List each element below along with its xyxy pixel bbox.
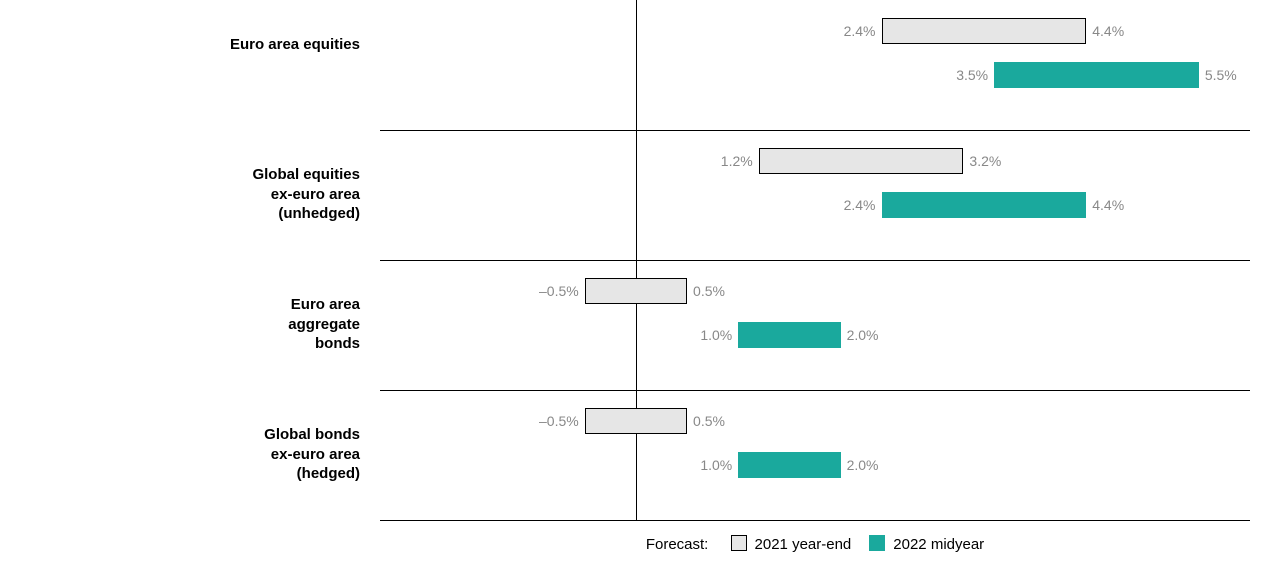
- category-label: Euro area aggregate bonds: [40, 295, 360, 354]
- forecast-bar: [759, 148, 964, 174]
- value-label-low: 2.4%: [826, 18, 876, 44]
- value-label-low: 1.2%: [703, 148, 753, 174]
- value-label-high: 2.0%: [847, 322, 879, 348]
- forecast-bar: [738, 322, 840, 348]
- legend-title: Forecast:: [646, 536, 709, 553]
- forecast-bar: [994, 62, 1199, 88]
- forecast-bar: [738, 452, 840, 478]
- value-label-high: 4.4%: [1092, 192, 1124, 218]
- category-label: Global bonds ex-euro area (hedged): [40, 425, 360, 484]
- value-label-high: 3.2%: [969, 148, 1001, 174]
- value-label-low: 2.4%: [826, 192, 876, 218]
- value-label-high: 5.5%: [1205, 62, 1237, 88]
- value-label-low: –0.5%: [529, 408, 579, 434]
- legend-series-label: 2022 midyear: [893, 536, 984, 553]
- legend-swatch: [731, 535, 747, 551]
- legend: Forecast: 2021 year-end 2022 midyear: [380, 535, 1250, 553]
- forecast-bar: [882, 192, 1087, 218]
- value-label-low: 1.0%: [682, 322, 732, 348]
- row-divider: [380, 390, 1250, 391]
- forecast-bar: [585, 278, 687, 304]
- forecast-bar: [882, 18, 1087, 44]
- value-label-low: –0.5%: [529, 278, 579, 304]
- value-label-high: 0.5%: [693, 278, 725, 304]
- value-label-low: 1.0%: [682, 452, 732, 478]
- forecast-range-chart: 2.4% 4.4% 3.5% 5.5% 1.2% 3.2% 2.4% 4.4% –0.5% 0.5…: [0, 0, 1280, 570]
- plot-area: 2.4% 4.4% 3.5% 5.5% 1.2% 3.2% 2.4% 4.4% –0.5% 0.5…: [380, 0, 1250, 521]
- row-divider: [380, 260, 1250, 261]
- category-label: Global equities ex-euro area (unhedged): [40, 165, 360, 224]
- legend-series-label: 2021 year-end: [755, 536, 852, 553]
- forecast-bar: [585, 408, 687, 434]
- legend-swatch: [869, 535, 885, 551]
- value-label-high: 4.4%: [1092, 18, 1124, 44]
- category-label: Euro area equities: [40, 35, 360, 55]
- value-label-low: 3.5%: [938, 62, 988, 88]
- value-label-high: 2.0%: [847, 452, 879, 478]
- row-divider: [380, 130, 1250, 131]
- value-label-high: 0.5%: [693, 408, 725, 434]
